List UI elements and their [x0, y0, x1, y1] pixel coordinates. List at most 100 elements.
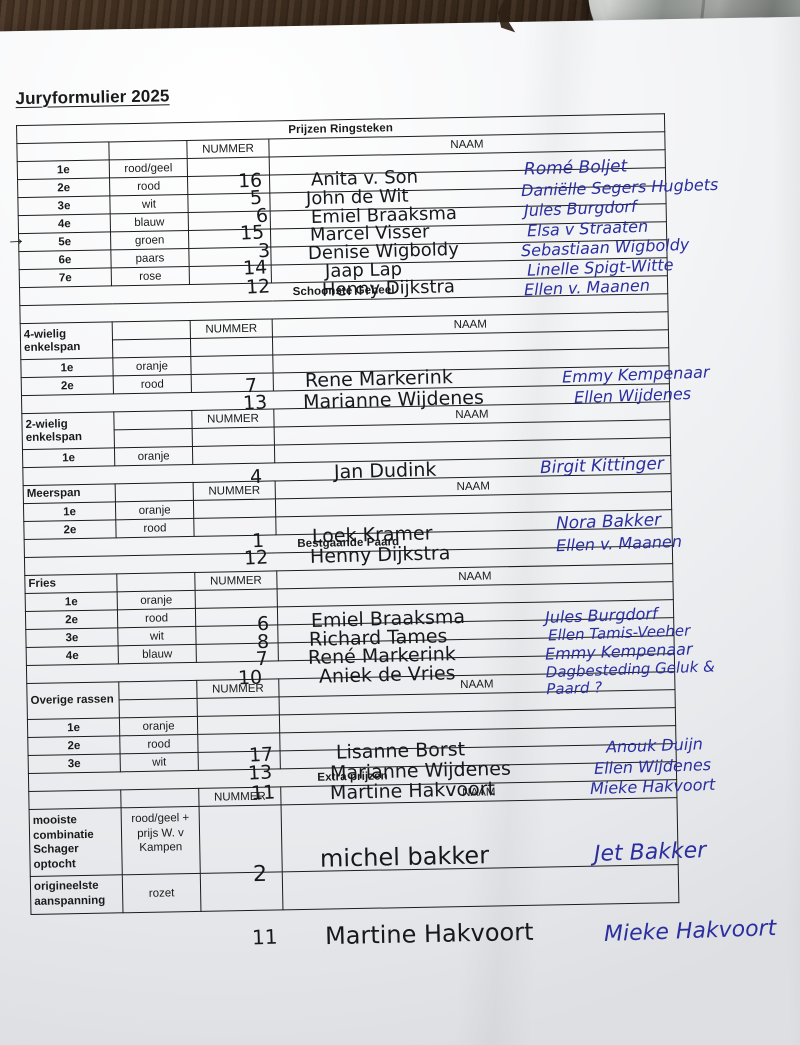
color-cell: oranje: [119, 716, 198, 736]
paper-edge-shadow: [722, 15, 800, 1045]
empty-cell: [116, 572, 196, 592]
color-cell: oranje: [115, 500, 194, 520]
color-cell: rood: [109, 176, 188, 196]
rank-cell: 5e: [18, 231, 111, 252]
name-cell: [281, 797, 679, 872]
rank-cell: 4e: [18, 213, 111, 234]
group-label-4wielig: 4-wielig enkelspan: [20, 321, 113, 360]
number-cell: [189, 264, 272, 285]
color-cell: paars: [110, 248, 190, 268]
number-cell: [192, 444, 275, 465]
group-label-meerspan: Meerspan: [23, 483, 116, 504]
extra-prize-label-mooiste-combinatie: mooiste combinatie Schager optocht: [29, 807, 123, 877]
form-content: Juryformulier 2025 Prijzen Ringsteken NU…: [15, 77, 710, 915]
color-cell: wit: [109, 194, 189, 214]
number-cell: [196, 642, 279, 663]
color-cell: groen: [110, 230, 189, 250]
form-body: Prijzen Ringsteken NUMMER NAAM 1e rood/g…: [16, 113, 679, 915]
number-cell: [197, 732, 281, 753]
col-header-number: NUMMER: [193, 480, 276, 501]
color-cell: wit: [117, 626, 197, 646]
group-label-2wielig: 2-wielig enkelspan: [21, 411, 115, 450]
col-header-number: NUMMER: [190, 318, 273, 339]
rank-cell: 1e: [23, 501, 116, 522]
color-cell: rood: [119, 734, 199, 754]
page-title: Juryformulier 2025: [15, 86, 170, 109]
number-cell: [187, 192, 271, 213]
color-cell: rood: [117, 608, 196, 628]
rank-cell: 1e: [25, 591, 118, 612]
color-cell: oranje: [117, 590, 196, 610]
color-cell: rozet: [122, 873, 201, 913]
color-cell: blauw: [110, 212, 189, 232]
jury-form-paper: Juryformulier 2025 Prijzen Ringsteken NU…: [0, 15, 800, 1045]
color-cell: [119, 698, 198, 718]
extra-prize-label-origineelste-aanspanning: origineelste aanspanning: [30, 874, 123, 915]
color-cell: wit: [120, 752, 199, 772]
color-cell: rood/geel: [109, 158, 188, 178]
number-cell: [191, 372, 274, 393]
number-cell: [198, 750, 281, 771]
number-cell: [197, 714, 280, 735]
col-header-number: NUMMER: [186, 138, 270, 159]
col-header-rank: [16, 141, 110, 162]
color-cell: blauw: [118, 644, 197, 664]
col-header-color: [108, 140, 188, 160]
rank-cell: 7e: [19, 267, 112, 288]
rank-cell: 2e: [23, 519, 117, 540]
empty-cell: [120, 788, 200, 808]
number-cell: [200, 871, 283, 912]
col-header-number: NUMMER: [196, 678, 280, 699]
color-cell: rood: [113, 374, 192, 394]
rank-cell: 1e: [17, 159, 110, 180]
empty-cell: [115, 482, 194, 502]
number-cell: [195, 606, 278, 627]
rank-cell: 1e: [27, 717, 120, 738]
rank-cell: 3e: [25, 627, 119, 648]
rank-cell: 1e: [22, 447, 115, 468]
number-cell: [193, 516, 277, 537]
number-cell: [188, 246, 272, 267]
number-cell: [197, 696, 280, 717]
number-cell: [195, 624, 279, 645]
col-header-number: NUMMER: [194, 570, 278, 591]
number-cell: [193, 498, 276, 519]
color-cell: rood: [115, 518, 195, 538]
color-cell: rood/geel + prijs W. v Kampen: [121, 806, 201, 875]
col-header-number: NUMMER: [198, 786, 282, 807]
jury-form-table: Prijzen Ringsteken NUMMER NAAM 1e rood/g…: [16, 113, 679, 915]
number-cell: [187, 156, 270, 177]
number-cell: [187, 174, 270, 195]
empty-cell: [28, 789, 122, 810]
color-cell: [114, 428, 193, 448]
rank-cell: 4e: [26, 645, 119, 666]
rank-cell: 3e: [17, 195, 111, 216]
color-cell: oranje: [114, 446, 193, 466]
number-cell: [190, 354, 274, 375]
color-cell: [112, 338, 191, 358]
name-cell: [282, 864, 679, 910]
rank-cell: 6e: [18, 249, 112, 270]
group-label-fries: Fries: [24, 573, 118, 594]
group-label-overige-rassen: Overige rassen: [26, 681, 120, 720]
color-cell: oranje: [112, 356, 192, 376]
number-cell: [195, 588, 278, 609]
color-cell: rose: [111, 266, 190, 286]
col-header-number: NUMMER: [191, 408, 275, 429]
rank-cell: 2e: [27, 735, 121, 756]
rank-cell: 2e: [21, 375, 114, 396]
number-cell: [190, 336, 273, 357]
rank-cell: 1e: [20, 357, 114, 378]
rank-cell: 3e: [28, 753, 121, 774]
number-cell: [192, 426, 275, 447]
number-cell: [188, 210, 271, 231]
empty-cell: [113, 410, 193, 430]
number-cell: [199, 804, 283, 874]
rank-cell: 2e: [25, 609, 118, 630]
empty-cell: [112, 320, 191, 340]
table-row: mooiste combinatie Schager optocht rood/…: [29, 797, 679, 877]
empty-cell: [118, 680, 198, 700]
number-cell: [188, 228, 271, 249]
rank-cell: 2e: [17, 177, 110, 198]
